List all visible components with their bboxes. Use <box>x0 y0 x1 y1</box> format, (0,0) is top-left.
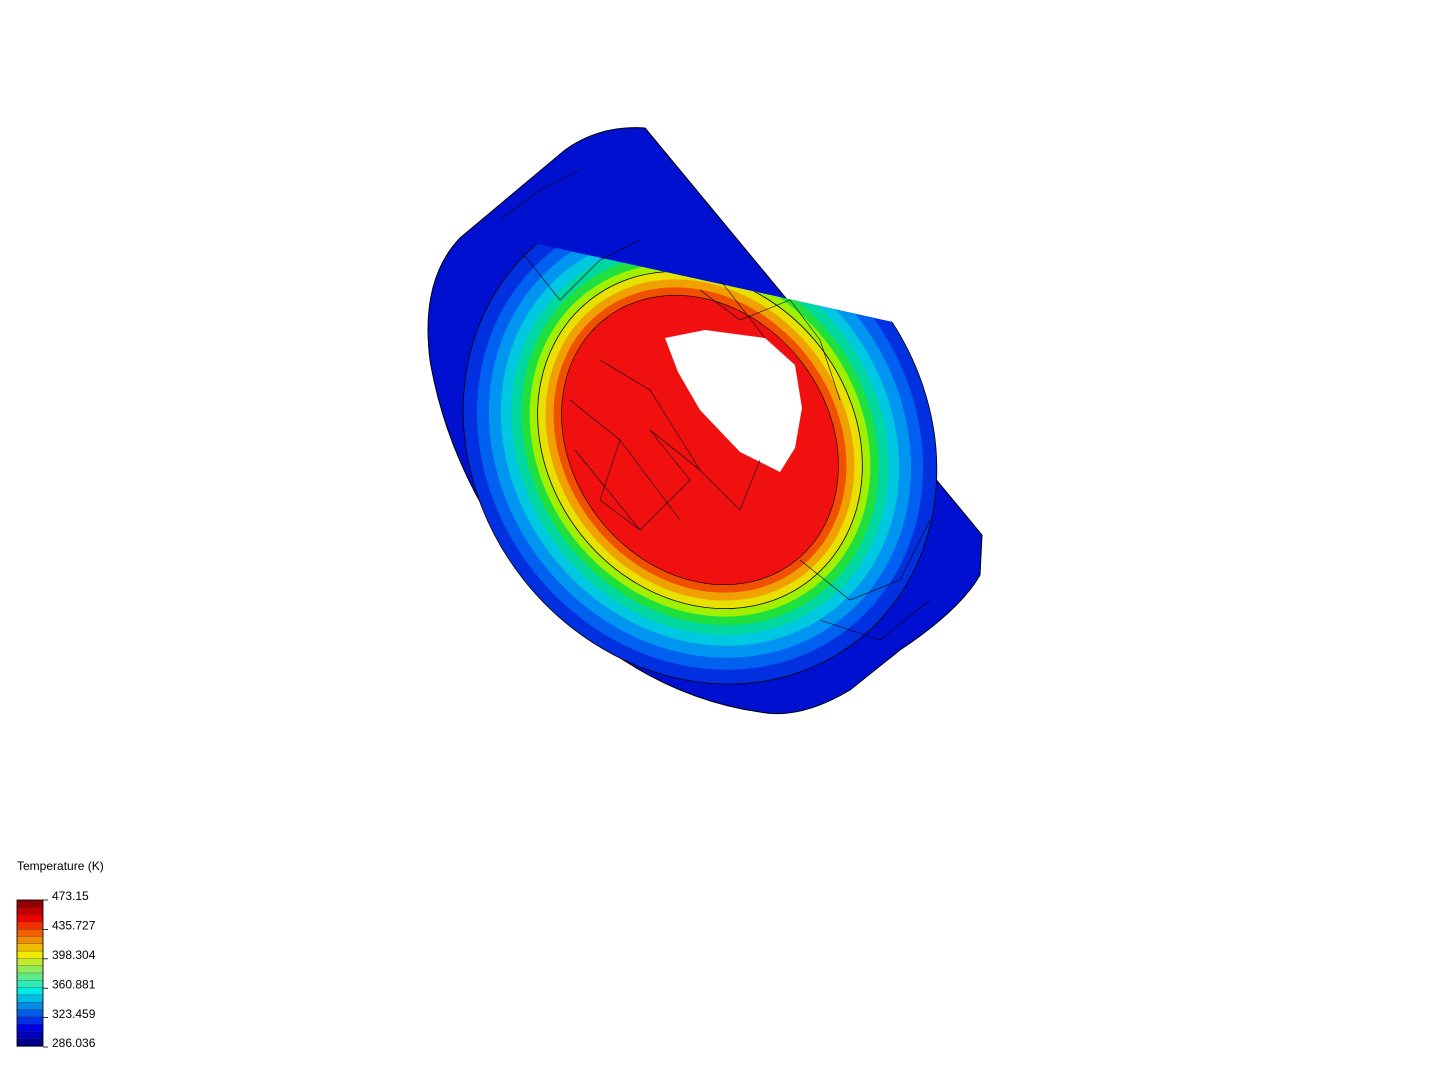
color-band <box>16 1002 44 1011</box>
color-band <box>16 914 44 923</box>
mesh-lines <box>499 169 931 641</box>
color-band <box>16 950 44 960</box>
color-band <box>16 943 44 952</box>
legend-tick-label: 286.036 <box>52 1036 96 1050</box>
color-band <box>16 921 44 930</box>
color-band <box>16 987 44 996</box>
legend-title: Temperature (K) <box>17 859 104 873</box>
color-band <box>16 972 44 981</box>
color-band <box>16 907 44 916</box>
color-band <box>16 899 44 908</box>
color-band <box>16 1016 44 1025</box>
color-band <box>16 1009 44 1018</box>
color-band <box>16 1031 44 1040</box>
color-band <box>16 980 44 989</box>
color-band <box>16 958 44 967</box>
color-band <box>16 994 44 1003</box>
legend-tick-label: 360.881 <box>52 977 96 991</box>
temperature-field <box>462 195 938 685</box>
color-band <box>16 965 44 974</box>
legend-tick-label: 473.15 <box>52 889 89 903</box>
color-band <box>16 936 44 945</box>
model <box>427 127 983 715</box>
color-band <box>16 929 44 938</box>
bore-hole <box>665 330 802 472</box>
legend-tick-label: 323.459 <box>52 1007 96 1021</box>
color-legend: Temperature (K) 473.15 435.727 398.304 360.… <box>16 859 104 1050</box>
legend-tick-label: 398.304 <box>52 948 96 962</box>
color-bar-frame <box>16 899 44 1047</box>
color-bar <box>16 899 44 1047</box>
color-band <box>16 1023 44 1033</box>
color-band <box>16 1038 44 1047</box>
legend-tick-label: 435.727 <box>52 919 96 933</box>
